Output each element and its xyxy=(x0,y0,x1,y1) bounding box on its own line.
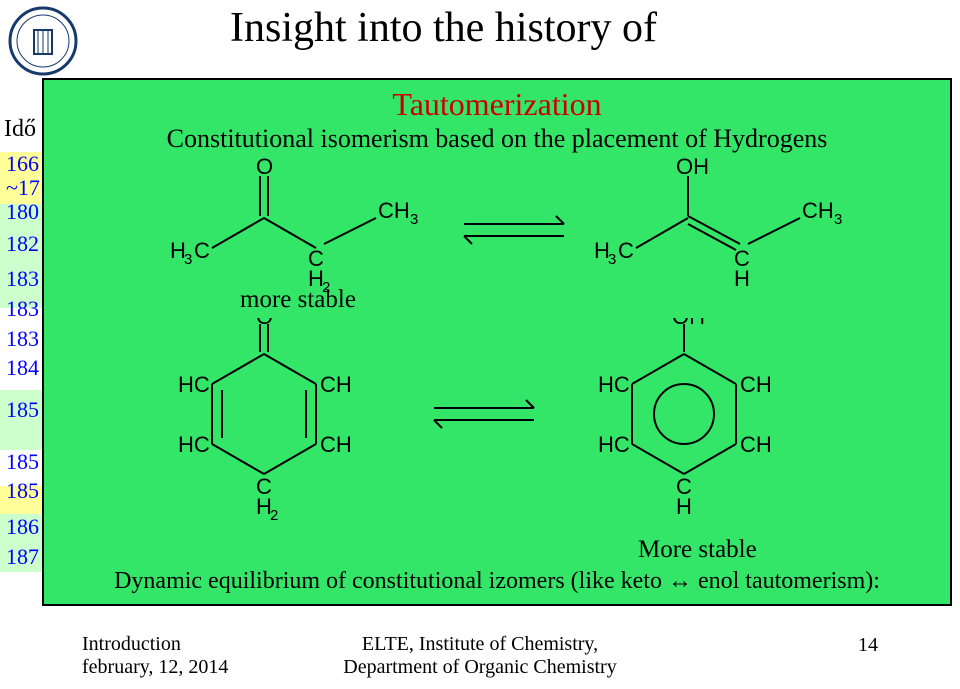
overlay-caption: Dynamic equilibrium of constitutional iz… xyxy=(44,568,950,595)
svg-text:HC: HC xyxy=(598,432,630,457)
svg-text:C: C xyxy=(194,238,210,263)
svg-text:CH: CH xyxy=(740,372,772,397)
overlay-subtitle: Constitutional isomerism based on the pl… xyxy=(44,124,950,154)
crest-logo xyxy=(8,6,78,76)
svg-text:CH: CH xyxy=(802,198,834,223)
date: 180 xyxy=(6,200,40,224)
date: 183 xyxy=(6,294,40,324)
svg-text:H: H xyxy=(676,494,692,519)
date: 183 xyxy=(6,264,40,294)
date: 166 xyxy=(6,152,40,176)
svg-text:H: H xyxy=(734,266,750,291)
footer-center: ELTE, Institute of Chemistry, Department… xyxy=(0,633,960,679)
svg-text:CH: CH xyxy=(320,432,352,457)
page-title: Insight into the history of xyxy=(230,4,657,52)
date: 184 xyxy=(6,353,40,383)
date-column: 166 ~17 180 182 183 183 183 184 185 185 … xyxy=(6,152,40,571)
footer-department: Department of Organic Chemistry xyxy=(0,656,960,679)
svg-text:HC: HC xyxy=(598,372,630,397)
tautomerization-panel: Tautomerization Constitutional isomerism… xyxy=(42,78,952,606)
svg-text:O: O xyxy=(256,158,273,179)
overlay-title: Tautomerization xyxy=(44,86,950,123)
svg-text:OH: OH xyxy=(672,318,705,329)
svg-text:O: O xyxy=(256,318,273,329)
svg-text:CH: CH xyxy=(320,372,352,397)
date: 187 xyxy=(6,542,40,572)
page-number: 14 xyxy=(858,634,878,657)
reaction-2: O HC HC CH CH C H2 OH HC HC CH CH C xyxy=(164,318,844,538)
date: 183 xyxy=(6,324,40,354)
footer-institute: ELTE, Institute of Chemistry, xyxy=(0,633,960,656)
svg-text:2: 2 xyxy=(270,507,278,524)
date: 185 xyxy=(6,395,40,425)
svg-text:OH: OH xyxy=(676,158,709,179)
more-stable-label-1: more stable xyxy=(240,286,356,314)
svg-text:3: 3 xyxy=(834,211,842,228)
svg-text:3: 3 xyxy=(184,251,192,268)
svg-text:CH: CH xyxy=(378,198,410,223)
svg-text:3: 3 xyxy=(608,251,616,268)
svg-text:HC: HC xyxy=(178,372,210,397)
ido-label: Idő xyxy=(4,116,36,143)
more-stable-label-2: More stable xyxy=(638,536,757,564)
svg-text:3: 3 xyxy=(410,211,418,228)
date: ~17 xyxy=(6,176,40,200)
svg-text:C: C xyxy=(618,238,634,263)
svg-text:CH: CH xyxy=(740,432,772,457)
date: 182 xyxy=(6,229,40,259)
svg-text:HC: HC xyxy=(178,432,210,457)
date: 186 xyxy=(6,512,40,542)
date: 185 xyxy=(6,476,40,506)
date: 185 xyxy=(6,447,40,477)
